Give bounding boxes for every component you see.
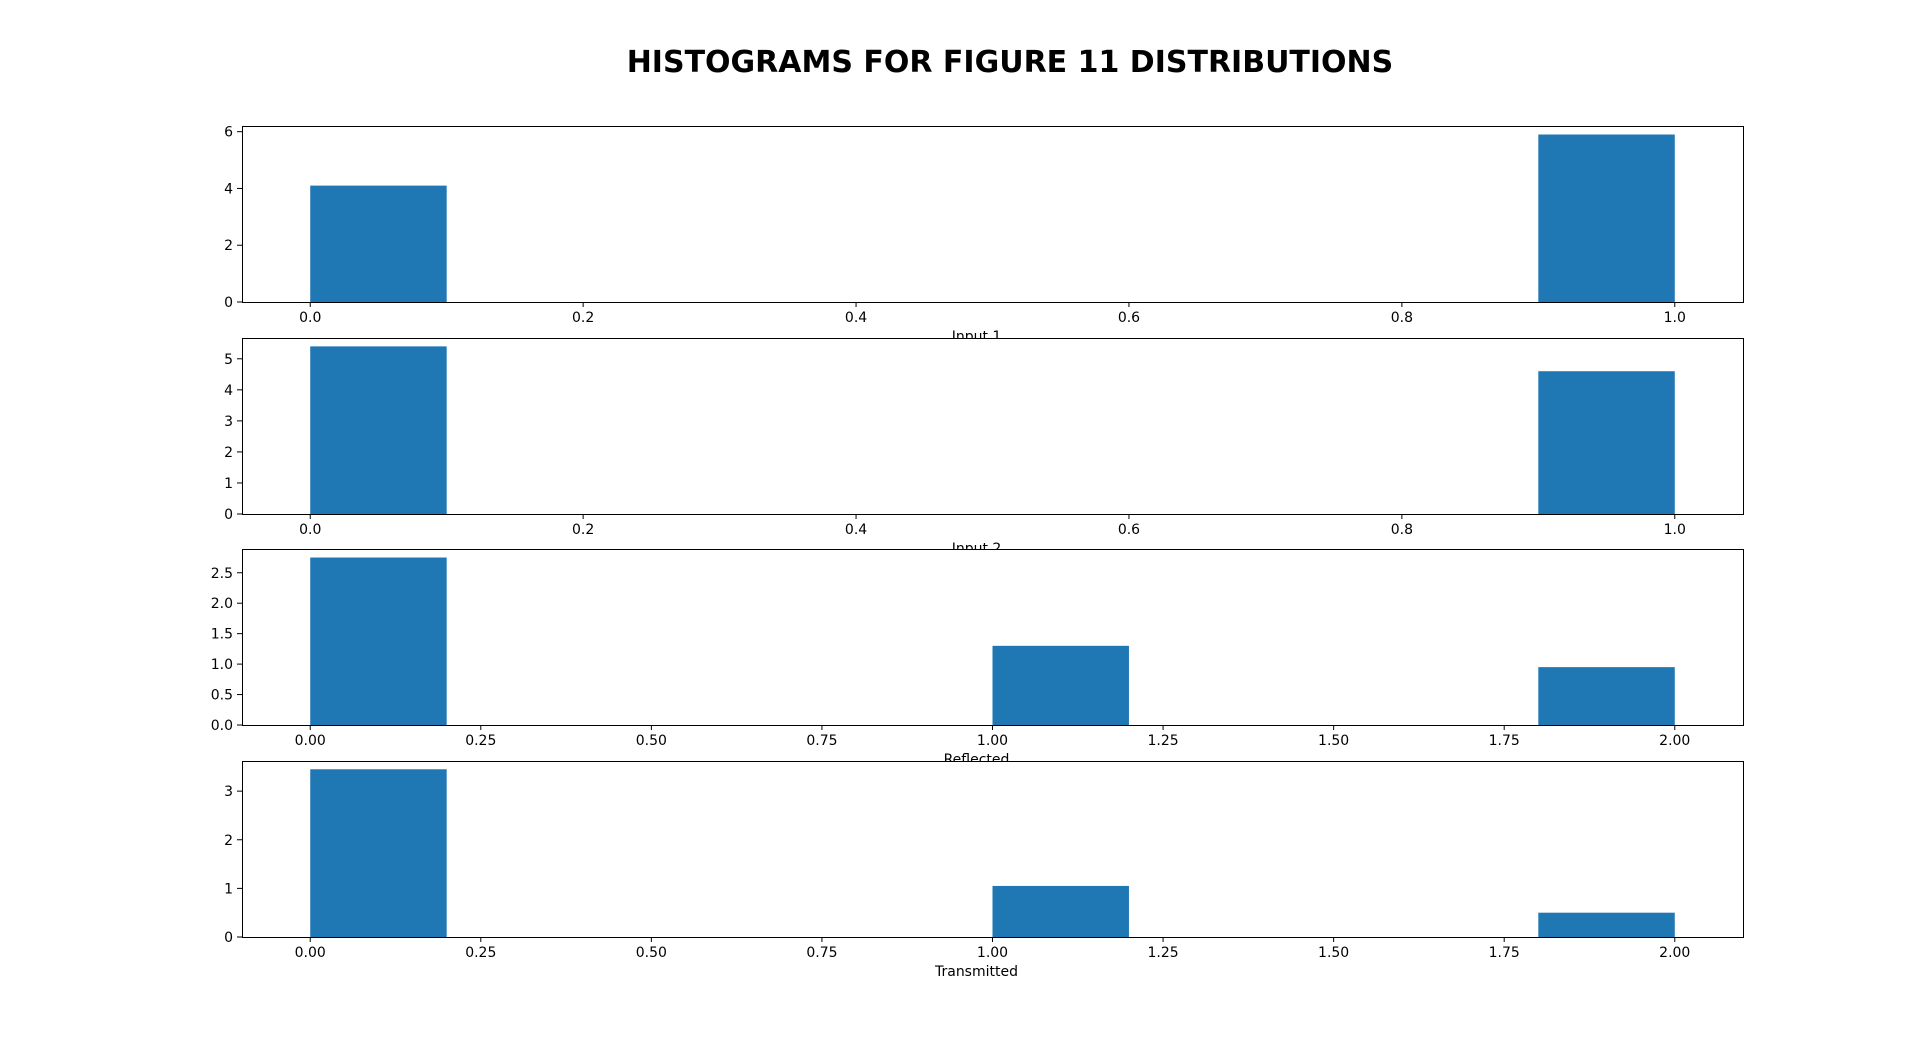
x-tick-label: 0.0 [299,522,321,538]
figure-title: HISTOGRAMS FOR FIGURE 11 DISTRIBUTIONS [627,45,1394,80]
y-tick-label: 4 [224,181,233,197]
y-tick-label: 4 [224,383,233,399]
x-tick-label: 0.6 [1118,310,1140,326]
x-tick-label: 0.75 [806,945,837,961]
y-tick-label: 3 [224,414,233,430]
histogram-panel-4: 0.00 0.25 0.50 0.75 1.00 1.25 1.50 1.75 2.00 0 1 2 3… [224,761,1744,980]
y-tick-label: 5 [224,352,233,368]
axes-frame [242,126,1744,303]
x-tick-label: 1.25 [1147,733,1178,749]
x-tick-label: 1.00 [977,733,1008,749]
x-tick-label: 0.2 [572,522,594,538]
histogram-bar [1538,667,1675,725]
y-tick-label: 1.5 [211,627,233,643]
y-tick-label: 0 [224,295,233,311]
x-tick-label: 0.4 [845,310,867,326]
x-tick-label: 0.25 [465,733,496,749]
y-tick-label: 2 [224,833,233,849]
histogram-bar [1538,134,1675,302]
x-tick-label: 2.00 [1659,945,1690,961]
x-tick-label: 1.75 [1489,945,1520,961]
y-tick-label: 2 [224,445,233,461]
histogram-bar [992,645,1129,725]
y-tick-label: 2.0 [211,596,233,612]
y-tick-label: 1.0 [211,657,233,673]
x-tick-label: 1.75 [1489,733,1520,749]
x-tick-label: 0.75 [806,733,837,749]
x-tick-label: 0.2 [572,310,594,326]
y-tick-label: 0.5 [211,688,233,704]
y-tick-label: 0 [224,507,233,523]
x-tick-label: 0.4 [845,522,867,538]
x-tick-label: 1.50 [1318,945,1349,961]
histogram-bar [310,557,447,725]
x-tick-label: 1.25 [1147,945,1178,961]
y-tick-label: 2 [224,238,233,254]
axes-frame [242,338,1744,515]
axes-background [243,339,1743,514]
x-tick-label: 0.00 [295,733,326,749]
x-tick-label: 0.25 [465,945,496,961]
y-tick-label: 0 [224,930,233,946]
histogram-bar [1538,912,1675,937]
y-tick-label: 3 [224,784,233,800]
x-tick-label: 1.0 [1664,522,1686,538]
y-tick-label: 1 [224,476,233,492]
x-tick-label: 0.00 [295,945,326,961]
histogram-bar [310,185,447,302]
x-tick-label: 0.50 [636,733,667,749]
x-tick-label: 2.00 [1659,733,1690,749]
x-tick-label: 0.8 [1391,522,1413,538]
x-tick-label: 0.8 [1391,310,1413,326]
y-tick-label: 0.0 [211,718,233,734]
x-tick-label: 1.50 [1318,733,1349,749]
x-tick-label: 0.0 [299,310,321,326]
histogram-panel-3: 0.00 0.25 0.50 0.75 1.00 1.25 1.50 1.75 2.00 0.0 0… [211,549,1744,768]
histogram-bar [1538,371,1675,514]
histogram-bar [992,885,1129,937]
histogram-bar [310,769,447,937]
x-tick-label: 1.0 [1664,310,1686,326]
x-axis-label: Transmitted [934,964,1018,980]
x-tick-label: 0.6 [1118,522,1140,538]
x-tick-label: 1.00 [977,945,1008,961]
histogram-bar [310,346,447,514]
y-tick-label: 1 [224,881,233,897]
y-tick-label: 6 [224,125,233,141]
y-tick-label: 2.5 [211,566,233,582]
x-tick-label: 0.50 [636,945,667,961]
